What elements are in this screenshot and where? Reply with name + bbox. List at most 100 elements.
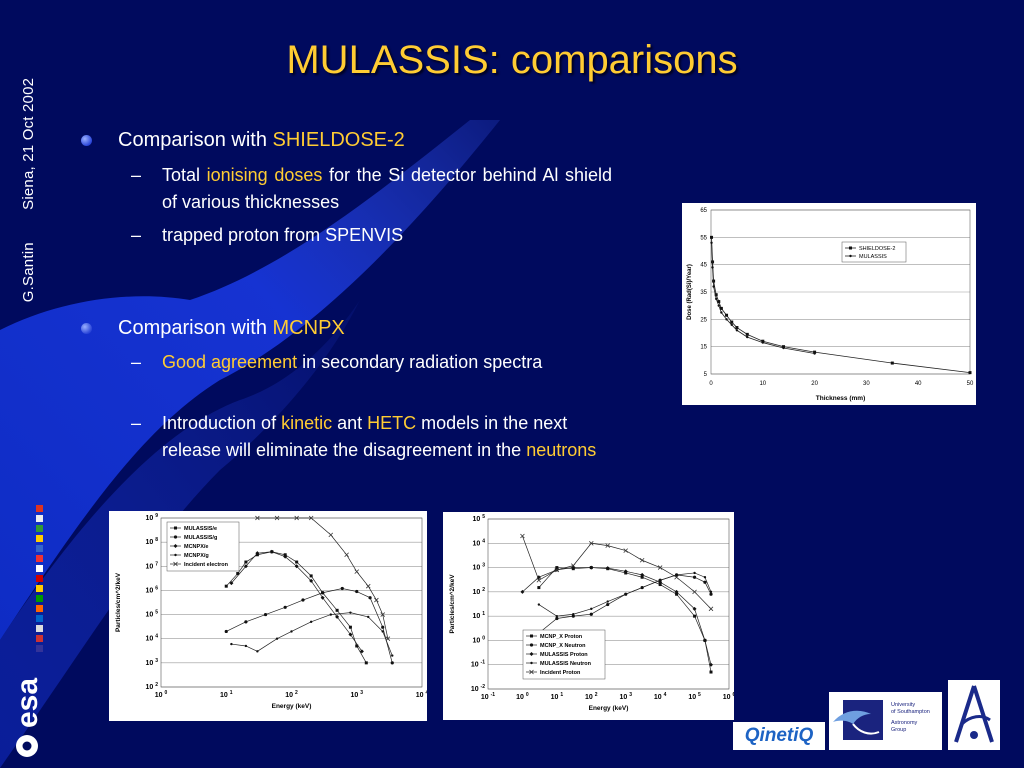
plot-frame [710, 209, 971, 375]
data-point [657, 565, 663, 570]
legend-label: MULASSIS Neutron [540, 661, 592, 667]
data-point [365, 583, 371, 589]
y-tick-label: 10 -1 [471, 660, 485, 669]
y-axis-label: Particles/cm^2/keV [448, 574, 456, 634]
y-tick-label: 10 0 [472, 635, 485, 644]
x-axis-label: Energy (keV) [589, 705, 629, 712]
y-tick-label: 10 4 [145, 634, 158, 643]
data-point [236, 572, 240, 576]
data-point [301, 598, 305, 602]
x-tick-label: 30 [863, 381, 870, 387]
data-point [813, 350, 817, 354]
x-tick-label: 10 [759, 381, 766, 387]
data-point [536, 577, 542, 583]
x-axis-label: Energy (keV) [272, 703, 312, 710]
data-point [263, 612, 268, 617]
data-point [703, 580, 707, 584]
data-point [348, 625, 352, 629]
sub-text: trapped proton from SPENVIS [162, 225, 404, 245]
y-tick-label: 10 2 [145, 682, 158, 691]
data-point [658, 583, 662, 587]
x-tick-label: 10 5 [688, 692, 701, 701]
proton-spectrum-panel: 10 -2 10 -1 10 0 10 1 10 2 10 3 10 4 10 5 10 -1 1… [443, 512, 734, 720]
data-point [968, 371, 972, 375]
data-point [274, 515, 280, 521]
author-name: G.Santin [20, 242, 37, 303]
legend-label: MCNPX/e [184, 544, 208, 550]
data-point [335, 614, 340, 619]
data-point [735, 329, 739, 332]
legend-label: MCNP_X Proton [540, 634, 583, 640]
data-point [712, 285, 715, 288]
sub-highlight: ionising doses [206, 165, 323, 185]
data-point [340, 586, 344, 591]
legend-marker [173, 544, 178, 548]
data-point [308, 515, 314, 521]
triangle-a-icon [954, 685, 994, 743]
series-line [711, 242, 815, 354]
y-tick-label: 5 [704, 372, 708, 378]
data-point [703, 576, 707, 579]
y-tick-label: 35 [700, 290, 707, 296]
legend-marker [173, 561, 178, 567]
soton-line: University [891, 702, 916, 708]
proton-spectrum-chart: 10 -210 -110 010 110 210 310 410 510 -1 1… [448, 514, 734, 712]
data-point [335, 608, 339, 612]
plot-frame [487, 518, 730, 690]
data-point [295, 560, 299, 564]
data-point [390, 661, 394, 665]
data-point [658, 580, 663, 585]
data-point [674, 574, 679, 580]
y-tick-label: 10 7 [145, 561, 158, 570]
legend-marker [529, 669, 534, 675]
series-line [538, 572, 712, 617]
data-point [813, 352, 816, 355]
legend-box [522, 629, 606, 680]
sub-highlight: kinetic [281, 413, 333, 433]
data-point [571, 563, 576, 568]
x-tick-label: 10 2 [285, 690, 298, 699]
data-point [624, 593, 627, 596]
data-point [255, 551, 260, 556]
legend-marker [530, 661, 533, 665]
data-point [381, 630, 384, 633]
data-point [355, 589, 359, 594]
data-point [725, 318, 728, 321]
data-point [605, 543, 610, 548]
data-point [719, 306, 723, 310]
y-tick-label: 10 1 [472, 611, 485, 620]
data-point [890, 361, 894, 365]
data-point [640, 575, 644, 579]
esa-logo: esa [11, 678, 44, 757]
y-tick-label: 10 -2 [471, 684, 485, 693]
legend-label: MULASSIS/g [184, 535, 217, 541]
data-point [639, 557, 645, 563]
y-tick-label: 10 2 [472, 587, 485, 596]
data-point [589, 565, 594, 570]
data-point [702, 638, 707, 643]
x-tick-label: 10 -1 [481, 692, 495, 701]
data-point [244, 560, 248, 564]
data-point [717, 304, 720, 307]
series-line [538, 567, 712, 673]
x-tick-label: 10 3 [350, 690, 363, 699]
sub-text: ant [332, 413, 368, 433]
legend-label: MULASSIS/e [184, 526, 217, 532]
data-point [708, 606, 714, 612]
legend-marker [529, 652, 534, 656]
data-point [359, 649, 364, 654]
a-triangle-logo [948, 680, 1000, 750]
x-tick-label: 0 [709, 381, 713, 387]
soton-line: of Southampton [891, 708, 930, 715]
dolphin-icon [833, 700, 883, 740]
x-tick-label: 10 4 [416, 690, 427, 699]
data-point [374, 597, 379, 603]
southampton-logo: University of Southampton Astronomy Grou… [829, 692, 942, 750]
bullet-highlight: MCNPX [272, 317, 345, 339]
sub-highlight: neutrons [526, 440, 597, 460]
dash-icon: – [131, 413, 142, 433]
data-point [640, 586, 644, 589]
bullet-dot-icon [81, 135, 92, 146]
southampton-text: University of Southampton Astronomy Grou… [891, 702, 930, 733]
data-point [571, 565, 576, 570]
